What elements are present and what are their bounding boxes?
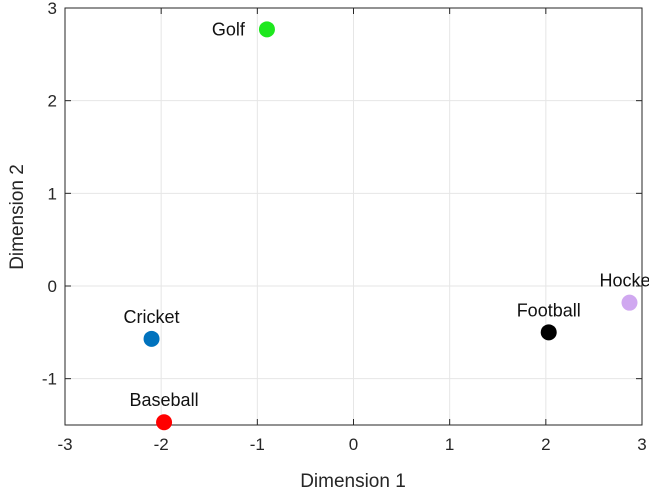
data-point-hockey: [621, 294, 638, 311]
data-point-cricket: [143, 330, 160, 347]
data-point-baseball: [156, 414, 173, 431]
y-tick-label: -1: [42, 370, 57, 389]
data-label-baseball: Baseball: [130, 390, 199, 410]
data-point-football: [540, 324, 557, 341]
axes-layer: -3 -2 -1 0 1 2 3 -1 0 1 2 3: [42, 0, 647, 454]
y-axis-label: Dimension 2: [7, 164, 28, 270]
labels-layer: Golf Cricket Baseball Football Hockey: [124, 19, 649, 410]
x-axis-label: Dimension 1: [300, 471, 406, 492]
x-tick-label: 0: [349, 435, 358, 454]
y-tick-label: 1: [48, 184, 57, 203]
points-layer: [143, 21, 638, 431]
x-tick-label: 1: [445, 435, 454, 454]
data-point-golf: [258, 21, 275, 38]
x-tick-label: 2: [541, 435, 550, 454]
data-label-football: Football: [517, 300, 581, 320]
x-tick-label: -3: [57, 435, 72, 454]
x-tick-label: -2: [154, 435, 169, 454]
data-label-hockey: Hockey: [599, 271, 649, 291]
data-label-cricket: Cricket: [124, 307, 180, 327]
y-tick-label: 2: [48, 92, 57, 111]
data-label-golf: Golf: [212, 19, 246, 39]
x-tick-label: 3: [637, 435, 646, 454]
y-tick-label: 0: [48, 277, 57, 296]
grid-layer: [64, 7, 643, 425]
x-tick-label: -1: [250, 435, 265, 454]
y-tick-label: 3: [48, 0, 57, 18]
